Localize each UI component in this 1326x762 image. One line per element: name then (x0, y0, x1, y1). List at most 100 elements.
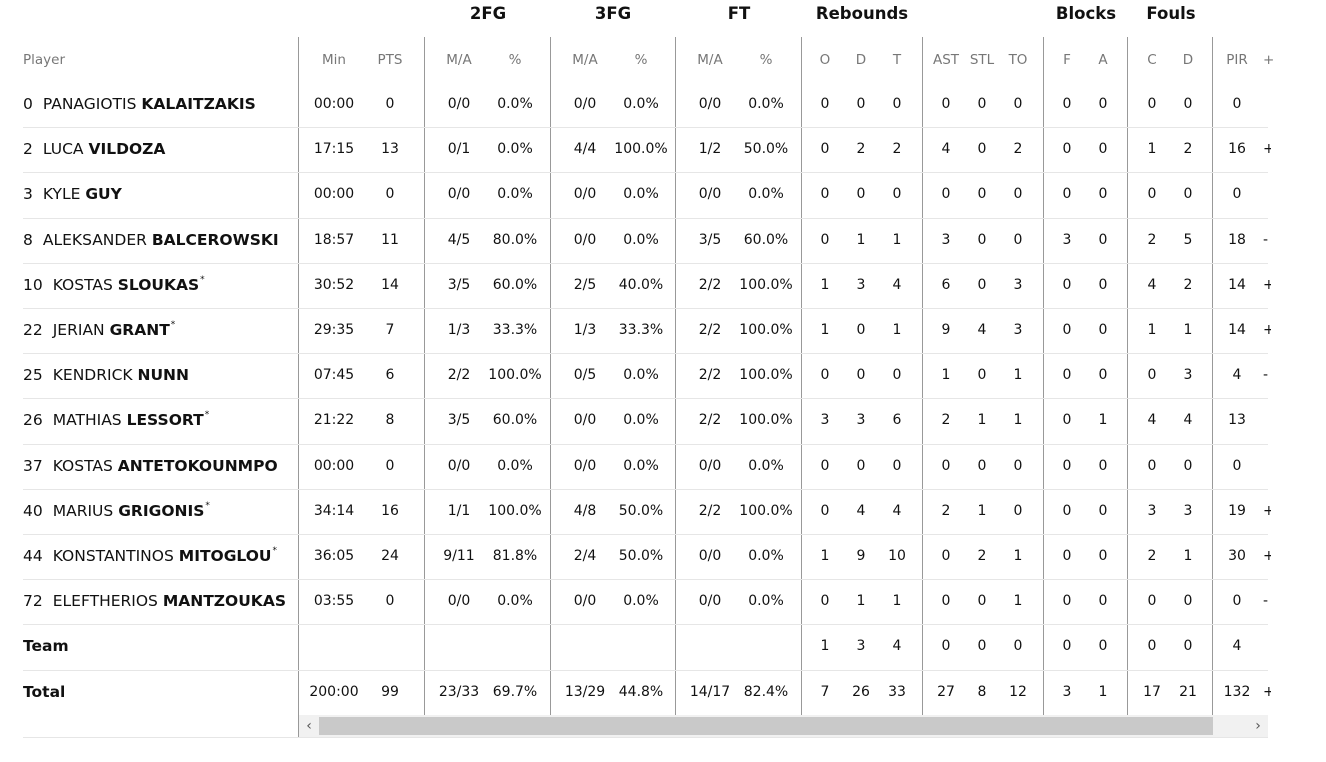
stat-fg3-pct: 50.0% (618, 548, 664, 564)
player-number: 37 (23, 456, 43, 475)
player-name[interactable]: 10 KOSTAS SLOUKAS* (23, 263, 205, 308)
stat-reb-d: 0 (856, 186, 866, 203)
stat-foul-c: 0 (1147, 367, 1157, 384)
stat-ft-pct: 100.0% (739, 502, 793, 519)
col-header-reb-o[interactable]: O (819, 52, 831, 68)
player-last-name: MANTZOUKAS (162, 592, 286, 611)
col-header-fg3-pct[interactable]: % (634, 52, 648, 68)
col-header-fg2-pct[interactable]: % (508, 52, 522, 68)
player-name[interactable]: 72 ELEFTHERIOS MANTZOUKAS (23, 579, 287, 624)
stat-fg3-ma: 13/29 (564, 683, 606, 700)
player-name[interactable]: 25 KENDRICK NUNN (23, 353, 190, 398)
stat-reb-t: 4 (892, 276, 902, 293)
stat-foul-d: 0 (1183, 457, 1193, 474)
col-header-reb-t[interactable]: T (892, 52, 902, 68)
player-row: 40 MARIUS GRIGONIS* 34:14 16 1/1 100.0% 4/8 50.… (0, 489, 1326, 535)
row-divider (23, 172, 1268, 174)
player-name[interactable]: 8 ALEKSANDER BALCEROWSKI (23, 218, 280, 263)
stat-ft-ma: 0/0 (698, 457, 722, 474)
stat-blk-a: 0 (1098, 96, 1108, 112)
stat-foul-c: 17 (1143, 683, 1161, 700)
col-header-pts[interactable]: PTS (377, 52, 403, 68)
player-number: 72 (23, 592, 43, 611)
stat-pir: 132 (1223, 683, 1251, 700)
stat-ft-ma: 14/17 (689, 683, 731, 700)
stat-pir: 30 (1228, 548, 1246, 564)
col-header-fg3-ma[interactable]: M/A (572, 52, 598, 68)
stat-fg2-ma (431, 624, 487, 669)
scrollbar-thumb[interactable] (319, 717, 1213, 735)
player-name[interactable]: 0 PANAGIOTIS KALAITZAKIS (23, 82, 257, 127)
player-first-name: KYLE (42, 185, 81, 204)
stat-pir: 16 (1228, 141, 1246, 158)
col-header-ft-ma[interactable]: M/A (697, 52, 723, 68)
player-name[interactable]: 22 JERIAN GRANT* (23, 308, 175, 353)
col-header-foul-d[interactable]: D (1182, 52, 1194, 68)
col-header-to[interactable]: TO (1008, 52, 1028, 68)
stat-pir: 14 (1228, 322, 1246, 338)
col-header-pir[interactable]: PIR (1226, 52, 1248, 68)
col-header-min[interactable]: Min (322, 52, 346, 68)
stat-pts: 6 (385, 367, 395, 384)
stat-pir: 14 (1228, 276, 1246, 293)
stat-fg3-ma: 4/8 (573, 502, 597, 519)
stat-ast: 0 (941, 638, 951, 655)
horizontal-scrollbar[interactable]: ‹ › (299, 715, 1268, 737)
col-header-ft-pct[interactable]: % (759, 52, 773, 68)
col-header-more[interactable]: + (1263, 52, 1273, 68)
player-name[interactable]: 2 LUCA VILDOZA (23, 127, 166, 172)
stat-reb-t: 2 (892, 141, 902, 158)
col-header-player[interactable]: Player (23, 52, 66, 68)
stat-foul-d: 0 (1183, 96, 1193, 112)
stat-fg2-pct (487, 624, 543, 669)
player-name[interactable]: 3 KYLE GUY (23, 172, 123, 217)
stat-ft-ma: 2/2 (698, 502, 722, 519)
starter-marker: * (272, 546, 278, 556)
stat-reb-d: 4 (856, 502, 866, 519)
stat-foul-c: 1 (1147, 141, 1157, 158)
col-header-blk-f[interactable]: F (1063, 52, 1071, 68)
stat-reb-t: 4 (892, 638, 902, 655)
col-header-stl[interactable]: STL (969, 52, 995, 68)
stat-fg2-ma: 0/0 (447, 457, 471, 474)
stat-reb-t: 0 (892, 457, 902, 474)
player-name[interactable]: 40 MARIUS GRIGONIS* (23, 489, 210, 534)
player-name[interactable]: 44 KONSTANTINOS MITOGLOU* (23, 534, 277, 579)
stat-min: 18:57 (313, 231, 355, 248)
col-header-reb-d[interactable]: D (855, 52, 867, 68)
col-header-blk-a[interactable]: A (1098, 52, 1108, 68)
stat-ft-pct: 82.4% (743, 683, 789, 700)
stat-pm (1263, 398, 1271, 443)
player-name[interactable]: 37 KOSTAS ANTETOKOUNMPO (23, 444, 279, 489)
stat-stl: 0 (977, 96, 987, 112)
stat-blk-f: 0 (1062, 457, 1072, 474)
stat-blk-f: 3 (1062, 683, 1072, 700)
stat-ft-ma: 2/2 (698, 322, 722, 338)
player-first-name: KOSTAS (52, 456, 113, 475)
scroll-right-icon[interactable]: › (1255, 718, 1261, 734)
player-number: 44 (23, 547, 43, 565)
stat-fg2-pct: 0.0% (497, 96, 533, 112)
stat-fg2-ma: 3/5 (447, 276, 471, 293)
player-row: 10 KOSTAS SLOUKAS* 30:52 14 3/5 60.0% 2/5 40.0%… (0, 263, 1326, 309)
group-header-blocks: Blocks (1055, 4, 1117, 23)
scroll-left-icon[interactable]: ‹ (306, 718, 312, 734)
col-header-fg2-ma[interactable]: M/A (446, 52, 472, 68)
col-header-ast[interactable]: AST (932, 52, 960, 68)
stat-fg2-pct: 60.0% (492, 276, 538, 293)
col-header-foul-c[interactable]: C (1147, 52, 1157, 68)
player-name[interactable]: 26 MATHIAS LESSORT* (23, 398, 209, 443)
stat-foul-d: 3 (1183, 367, 1193, 384)
player-first-name: ELEFTHERIOS (52, 592, 158, 611)
stat-ast: 0 (941, 96, 951, 112)
stat-reb-o: 3 (820, 412, 830, 429)
stat-pir: 4 (1232, 367, 1242, 384)
starter-marker: * (200, 274, 205, 285)
stat-fg3-ma: 2/5 (573, 276, 597, 293)
stat-foul-c: 1 (1147, 322, 1157, 338)
stat-reb-t: 10 (888, 548, 906, 564)
stat-reb-o: 1 (820, 548, 830, 564)
stat-reb-d: 3 (856, 412, 866, 429)
stat-fg2-pct: 100.0% (488, 502, 542, 519)
player-first-name: KONSTANTINOS (52, 547, 174, 565)
